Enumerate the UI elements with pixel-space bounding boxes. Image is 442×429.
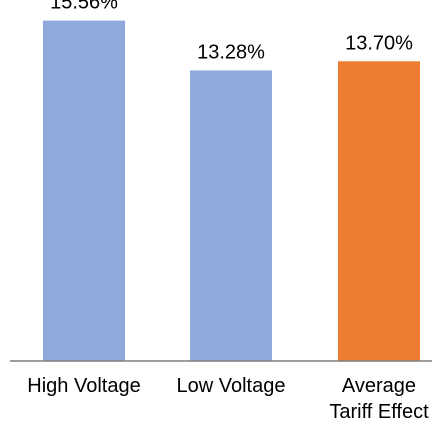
bar-2 bbox=[338, 61, 420, 361]
bar-0 bbox=[43, 20, 125, 361]
category-label-0: High Voltage bbox=[27, 375, 140, 397]
data-label-2: 13.70% bbox=[345, 32, 413, 54]
bar-1 bbox=[190, 70, 272, 361]
data-label-1: 13.28% bbox=[197, 41, 265, 63]
category-label-1: Low Voltage bbox=[177, 375, 286, 397]
category-label-2: Average Tariff Effect bbox=[329, 375, 429, 423]
data-label-0: 15.56% bbox=[50, 0, 118, 14]
